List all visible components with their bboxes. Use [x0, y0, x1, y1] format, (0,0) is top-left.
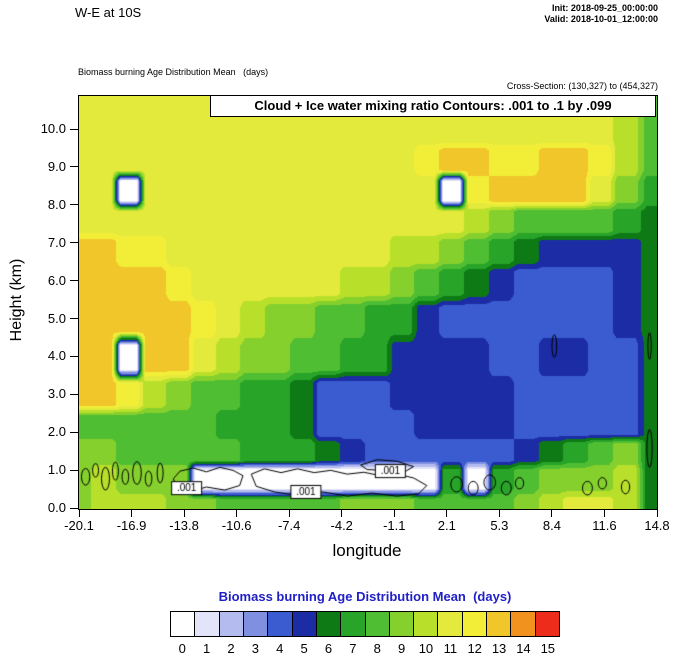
y-axis-tick-label: 9.0	[47, 158, 66, 174]
colorbar-cell	[171, 612, 196, 636]
colorbar-cell	[438, 612, 463, 636]
y-axis-tick	[70, 507, 78, 509]
x-axis-tick	[656, 510, 658, 517]
colorbar-cell	[243, 612, 269, 636]
colorbar-value: 0	[178, 641, 186, 656]
x-axis-tick	[236, 510, 238, 517]
y-axis-tick-label: 3.0	[47, 386, 66, 402]
y-axis-tick-label: 0.0	[47, 500, 66, 515]
colorbar-value: 11	[443, 641, 458, 656]
colorbar-value: 1	[202, 641, 211, 656]
colorbar-value: 6	[324, 641, 333, 656]
x-axis-tick	[446, 510, 448, 517]
colorbar-value: 15	[540, 641, 556, 656]
y-axis-tick-label: 5.0	[47, 310, 66, 326]
colorbar-value: 8	[373, 641, 381, 656]
x-axis-title: longitude	[332, 541, 402, 560]
colorbar-value: 14	[516, 641, 531, 656]
colorbar-value: 3	[251, 641, 259, 656]
colorbar-title: Biomass burning Age Distribution Mean (d…	[218, 589, 512, 604]
y-axis-tick	[70, 128, 78, 130]
x-axis-tick	[341, 510, 343, 517]
x-axis-tick	[551, 510, 553, 517]
x-axis-tick-label: -10.6	[221, 518, 252, 533]
y-axis-title: Height (km)	[8, 258, 25, 342]
colorbar-cell	[414, 612, 439, 636]
y-axis-tick	[70, 355, 78, 357]
x-axis-tick-label: -13.8	[169, 518, 199, 533]
cross-section-heatmap	[79, 96, 657, 509]
contour-info-box: Cloud + Ice water mixing ratio Contours:…	[210, 95, 656, 117]
y-axis-tick-label: 4.0	[47, 348, 66, 364]
x-axis-tick-label: 11.6	[592, 518, 617, 533]
x-axis-tick	[288, 510, 290, 517]
colorbar-value: 4	[276, 641, 284, 656]
x-axis-tick	[603, 510, 605, 517]
y-axis-tick-label: 10.0	[40, 121, 66, 137]
y-axis-tick	[70, 393, 78, 395]
colorbar-cell	[341, 612, 366, 636]
y-axis-tick	[70, 469, 78, 471]
colorbar-value: 12	[467, 641, 482, 656]
x-axis-tick-label: -1.1	[383, 518, 406, 533]
colorbar-cell	[389, 612, 415, 636]
plot-area	[78, 95, 658, 510]
colorbar-cell	[219, 612, 244, 636]
colorbar-value: 13	[491, 641, 507, 656]
y-axis-tick-label: 1.0	[47, 462, 66, 478]
colorbar-cell	[487, 612, 512, 636]
y-axis-tick-label: 8.0	[47, 196, 66, 212]
colorbar-cell	[462, 612, 488, 636]
colorbar	[170, 611, 560, 637]
x-axis-tick-label: -16.9	[116, 518, 147, 533]
y-axis-tick	[70, 204, 78, 206]
colorbar-cell	[268, 612, 293, 636]
colorbar-value: 5	[300, 641, 308, 656]
x-axis-tick-label: -20.1	[64, 518, 94, 533]
colorbar-value: 7	[349, 641, 357, 656]
y-axis-tick	[70, 166, 78, 168]
colorbar-labels: 0 1 2 3 4 5 6 7 8 9 10 11 12 13 14 15	[170, 641, 560, 656]
colorbar-cell	[195, 612, 220, 636]
field-line-1: Biomass burning Age Distribution Mean (d…	[78, 67, 269, 77]
run-times: Init: 2018-09-25_00:00:00 Valid: 2018-10…	[544, 3, 658, 25]
colorbar-value: 2	[227, 641, 235, 656]
colorbar-cell	[535, 612, 559, 636]
y-axis-tick	[70, 242, 78, 244]
y-axis-tick	[70, 318, 78, 320]
x-axis-tick-label: 2.1	[437, 518, 456, 533]
cross-section-coords: Cross-Section: (130,327) to (454,327)	[506, 81, 658, 91]
valid-time: Valid: 2018-10-01_12:00:00	[544, 14, 658, 24]
x-axis-tick	[131, 510, 133, 517]
x-axis-tick-label: 14.8	[644, 518, 670, 533]
colorbar-value: 9	[397, 641, 406, 656]
colorbar-cell	[316, 612, 342, 636]
x-axis-tick-label: 8.4	[542, 518, 561, 533]
colorbar-cell	[292, 612, 317, 636]
y-axis-tick-label: 6.0	[47, 272, 66, 288]
page-title: W-E at 10S	[75, 5, 142, 20]
x-axis-tick-label: 5.3	[490, 518, 509, 533]
init-time: Init: 2018-09-25_00:00:00	[551, 3, 658, 13]
y-axis-tick	[70, 280, 78, 282]
x-axis-tick	[183, 510, 185, 517]
y-axis-tick	[70, 431, 78, 433]
x-axis-tick	[78, 510, 80, 517]
colorbar-value: 10	[418, 641, 434, 656]
colorbar-cell	[365, 612, 390, 636]
x-axis-tick	[393, 510, 395, 517]
y-axis-tick-label: 7.0	[47, 234, 66, 250]
x-axis-tick-label: -7.4	[277, 518, 301, 533]
x-axis-tick	[498, 510, 500, 517]
colorbar-cell	[511, 612, 536, 636]
x-axis-tick-label: -4.2	[330, 518, 353, 533]
y-axis-tick-label: 2.0	[47, 424, 66, 440]
